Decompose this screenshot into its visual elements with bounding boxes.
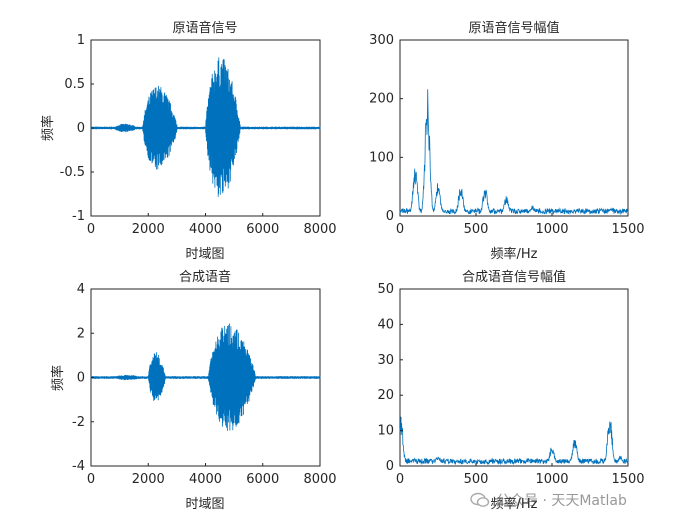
y-tick-label: -4 (72, 459, 85, 474)
watermark: 公众号 · 天天Matlab (470, 488, 696, 512)
y-tick-label: 0 (386, 209, 394, 224)
chart-title: 原语音信号幅值 (468, 20, 559, 36)
y-tick-label: 40 (377, 317, 394, 332)
x-tick-label: 500 (464, 472, 489, 487)
y-tick-label: 20 (377, 388, 394, 403)
y-axis-label: 频率 (40, 115, 56, 141)
x-tick-label: 8000 (303, 222, 336, 237)
series-line (399, 89, 629, 216)
y-tick-label: 0.5 (64, 77, 85, 92)
x-axis-label: 频率/Hz (491, 496, 538, 512)
y-tick-label: 50 (377, 282, 394, 297)
series-spectrum-original (399, 89, 629, 216)
y-axis-label: 频率 (50, 365, 66, 391)
series-line (399, 416, 629, 466)
x-axis-label: 时域图 (185, 247, 224, 262)
x-tick-label: 1500 (611, 222, 644, 237)
x-tick-label: 1000 (535, 222, 568, 237)
plot-original-waveform: 原语音信号 0 2000 4000 6000 8000 -1 -0.5 0 0.5 1 时域图 频… (40, 20, 337, 262)
y-tick-label: 0 (386, 459, 394, 474)
series-line (90, 57, 321, 197)
x-tick-label: 1000 (535, 472, 568, 487)
axes-frame (399, 288, 629, 467)
plot-original-spectrum: 原语音信号幅值 0 500 1000 1500 0 100 200 300 频率/Hz (369, 20, 644, 262)
series-waveform-original (90, 57, 321, 197)
x-tick-label: 2000 (132, 472, 165, 487)
plot-synth-spectrum: 合成语音信号幅值 0 500 1000 1500 0 10 20 30 40 50 频率/Hz (377, 269, 644, 512)
y-tick-label: -2 (72, 415, 85, 430)
y-tick-label: 300 (369, 33, 394, 48)
y-tick-label: 10 (377, 424, 394, 439)
x-tick-label: 0 (87, 222, 95, 237)
x-tick-label: 500 (464, 222, 489, 237)
y-tick-label: 0 (77, 371, 85, 386)
y-tick-label: 30 (377, 353, 394, 368)
y-tick-label: 0 (77, 121, 85, 136)
x-tick-label: 0 (396, 472, 404, 487)
x-tick-label: 6000 (246, 222, 279, 237)
chart-title: 原语音信号 (172, 20, 237, 36)
plot-synth-waveform: 合成语音 0 2000 4000 6000 8000 -4 -2 0 2 4 时域图 频率 (50, 269, 337, 512)
x-tick-label: 4000 (189, 472, 222, 487)
x-axis-label: 时域图 (185, 497, 224, 512)
y-tick-label: 1 (77, 33, 85, 48)
y-tick-label: -0.5 (60, 165, 85, 180)
x-axis-label: 频率/Hz (491, 246, 538, 262)
series-waveform-synth (90, 323, 321, 431)
x-tick-label: 0 (396, 222, 404, 237)
series-spectrum-synth (399, 416, 629, 466)
series-line (90, 323, 321, 431)
y-tick-label: 200 (369, 92, 394, 107)
y-tick-label: 4 (77, 282, 85, 297)
x-tick-label: 1500 (611, 472, 644, 487)
chart-title: 合成语音信号幅值 (462, 269, 566, 285)
x-tick-label: 8000 (303, 472, 336, 487)
x-tick-label: 2000 (132, 222, 165, 237)
y-tick-label: -1 (72, 209, 85, 224)
watermark-text: 公众号 · 天天Matlab (496, 493, 627, 509)
x-tick-label: 4000 (189, 222, 222, 237)
chart-title: 合成语音 (179, 269, 231, 285)
axes-frame (399, 39, 629, 217)
y-tick-label: 100 (369, 150, 394, 165)
y-tick-label: 2 (77, 326, 85, 341)
x-tick-label: 0 (87, 472, 95, 487)
wechat-icon (470, 492, 490, 507)
x-tick-label: 6000 (246, 472, 279, 487)
